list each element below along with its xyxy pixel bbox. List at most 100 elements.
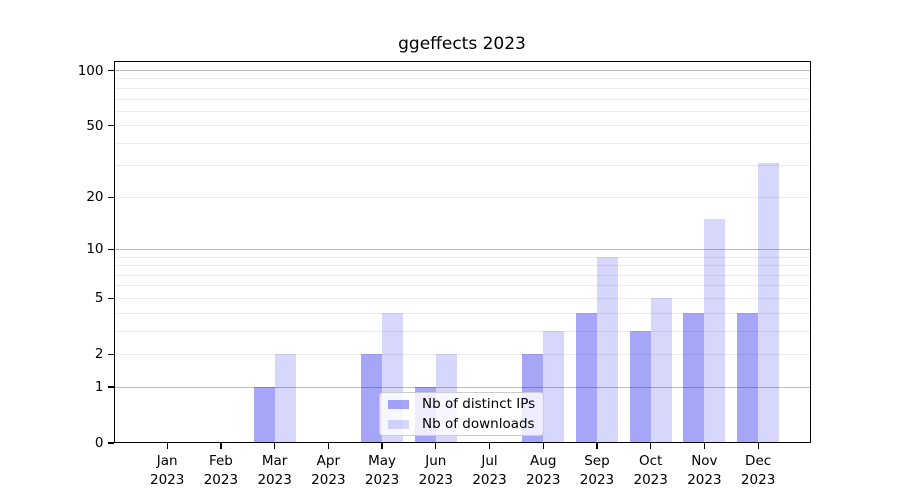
chart-title: ggeffects 2023 xyxy=(398,34,526,54)
x-tick-label: May 2023 xyxy=(342,452,422,490)
minor-gridline xyxy=(113,78,811,80)
y-tick-label: 10 xyxy=(86,241,104,258)
bar-distinct-ips-nov xyxy=(683,313,705,443)
legend-swatch-distinct-ips xyxy=(388,399,409,409)
legend-label-distinct-ips: Nb of distinct IPs xyxy=(422,396,536,412)
x-tick-year: 2023 xyxy=(257,471,292,488)
major-gridline xyxy=(113,70,811,72)
x-axis-tick xyxy=(488,443,491,449)
y-tick-label: 0 xyxy=(94,435,104,451)
bar-distinct-ips-mar xyxy=(253,387,275,443)
legend-swatch-downloads xyxy=(388,419,409,429)
bar-downloads-dec xyxy=(758,163,780,443)
bar-distinct-ips-oct xyxy=(629,331,651,443)
y-tick-label: 5 xyxy=(94,290,104,307)
x-tick-year: 2023 xyxy=(418,471,453,488)
x-tick-month: Jul xyxy=(481,453,498,469)
x-tick-label: Feb 2023 xyxy=(181,452,261,490)
x-tick-year: 2023 xyxy=(526,471,561,488)
y-axis-tick xyxy=(107,69,114,72)
x-tick-label: Sep 2023 xyxy=(557,452,637,490)
y-axis-tick xyxy=(107,386,114,388)
y-tick-label: 1 xyxy=(94,379,104,396)
bar-downloads-nov xyxy=(704,219,726,443)
minor-gridline xyxy=(113,110,811,112)
bar-downloads-mar xyxy=(274,354,296,443)
x-tick-month: Nov xyxy=(691,453,718,469)
plot-area xyxy=(113,61,811,443)
x-tick-label: Aug 2023 xyxy=(503,452,583,490)
major-gridline xyxy=(113,248,811,250)
minor-gridline xyxy=(113,297,811,299)
bar-downloads-aug xyxy=(543,331,565,443)
x-axis-tick xyxy=(757,443,759,449)
x-tick-year: 2023 xyxy=(150,471,185,488)
y-axis-tick xyxy=(107,442,114,444)
x-tick-month: Jun xyxy=(425,453,447,469)
bar-distinct-ips-dec xyxy=(737,313,759,443)
minor-gridline xyxy=(113,265,811,267)
x-tick-year: 2023 xyxy=(472,471,507,488)
x-tick-month: May xyxy=(368,453,397,469)
minor-gridline xyxy=(113,353,811,355)
legend-label-downloads: Nb of downloads xyxy=(422,416,535,432)
minor-gridline xyxy=(113,256,811,258)
x-tick-month: Oct xyxy=(639,453,663,469)
y-tick-label: 100 xyxy=(77,62,104,79)
x-tick-label: Dec 2023 xyxy=(718,452,798,490)
y-tick-label: 20 xyxy=(86,189,104,206)
x-tick-year: 2023 xyxy=(740,471,776,488)
legend: Nb of distinct IPs Nb of downloads xyxy=(379,392,544,436)
x-tick-month: Aug xyxy=(530,453,557,469)
minor-gridline xyxy=(113,125,811,127)
x-tick-month: Sep xyxy=(584,453,610,469)
y-tick-label: 50 xyxy=(86,117,104,134)
x-axis-tick xyxy=(703,443,705,449)
y-axis-tick xyxy=(107,248,114,251)
minor-gridline xyxy=(113,330,811,332)
minor-gridline xyxy=(113,98,811,100)
x-tick-month: Feb xyxy=(208,453,233,469)
y-axis-tick xyxy=(107,353,114,355)
x-tick-year: 2023 xyxy=(364,471,400,488)
x-tick-year: 2023 xyxy=(687,471,722,488)
legend-item-distinct-ips: Nb of distinct IPs xyxy=(388,396,543,413)
x-tick-year: 2023 xyxy=(579,471,615,488)
x-tick-label: Nov 2023 xyxy=(664,452,744,490)
x-tick-label: Mar 2023 xyxy=(235,452,315,490)
minor-gridline xyxy=(113,165,811,167)
x-axis-tick xyxy=(327,443,329,449)
y-axis-tick xyxy=(107,297,114,299)
bar-distinct-ips-sep xyxy=(575,313,597,443)
minor-gridline xyxy=(113,87,811,89)
y-tick-label: 2 xyxy=(94,346,104,363)
x-axis-tick xyxy=(435,443,437,449)
x-axis-tick xyxy=(381,443,383,449)
x-tick-label: Jul 2023 xyxy=(450,452,530,490)
bar-distinct-ips-may xyxy=(361,354,383,443)
major-gridline xyxy=(113,386,811,388)
bar-downloads-sep xyxy=(596,257,618,443)
x-tick-month: Apr xyxy=(316,453,341,469)
x-axis-tick xyxy=(542,443,544,449)
x-tick-label: Oct 2023 xyxy=(611,452,691,490)
x-tick-month: Mar xyxy=(261,453,288,469)
legend-item-downloads: Nb of downloads xyxy=(388,416,543,433)
minor-gridline xyxy=(113,285,811,287)
minor-gridline xyxy=(113,196,811,198)
y-axis-tick xyxy=(107,196,114,198)
x-tick-label: Jan 2023 xyxy=(127,452,207,490)
minor-gridline xyxy=(113,312,811,314)
x-tick-year: 2023 xyxy=(203,471,239,488)
x-tick-year: 2023 xyxy=(311,471,346,488)
x-axis-tick xyxy=(650,443,652,449)
x-axis-tick xyxy=(274,443,276,449)
x-tick-month: Jan xyxy=(156,453,178,469)
x-tick-year: 2023 xyxy=(633,471,668,488)
minor-gridline xyxy=(113,142,811,144)
bar-downloads-oct xyxy=(650,298,672,443)
x-tick-label: Jun 2023 xyxy=(396,452,476,490)
x-tick-month: Dec xyxy=(745,453,772,469)
y-axis-tick xyxy=(107,125,114,127)
